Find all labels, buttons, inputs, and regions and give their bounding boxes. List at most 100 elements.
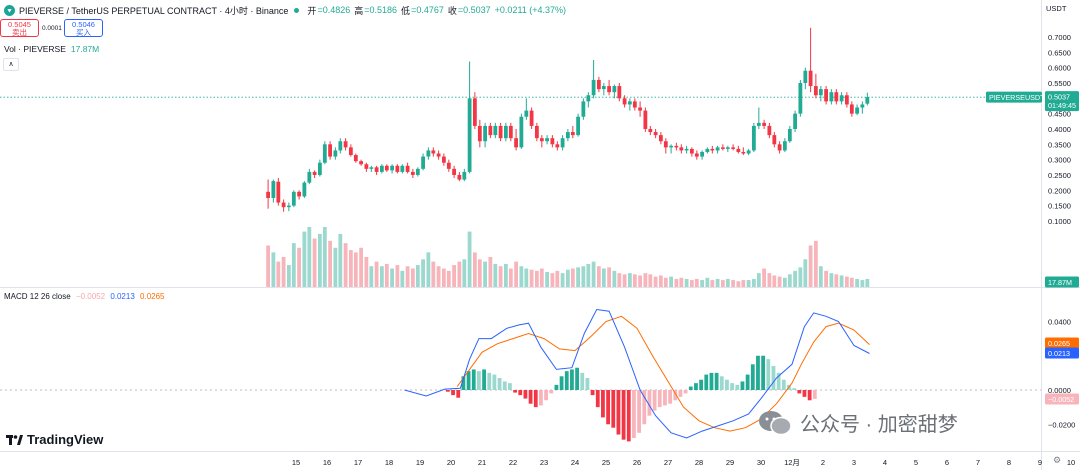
candle-body (710, 148, 715, 151)
volume-legend-value: 17.87M (70, 44, 100, 54)
volume-bar (307, 227, 312, 287)
volume-bar (555, 270, 560, 287)
countdown-tag: 01:49:45 (1048, 101, 1076, 110)
macd-hist-bar (471, 369, 476, 390)
high-value: =0.5186 (364, 5, 398, 15)
candle-body (364, 164, 369, 169)
macd-hist-bar (564, 371, 569, 390)
macd-hist-bar (539, 390, 543, 406)
candle-body (276, 181, 281, 203)
sell-button[interactable]: 0.5045 卖出 (0, 19, 39, 37)
volume-bar (860, 280, 865, 287)
macd-hist-bar (477, 371, 481, 390)
volume-bar (297, 247, 301, 287)
candle-body (452, 168, 456, 175)
currency-label[interactable]: USDT (1046, 4, 1067, 13)
volume-bar (333, 247, 338, 287)
macd-legend-label: MACD 12 26 close (4, 292, 71, 301)
tradingview-logo-text: TradingView (27, 432, 104, 447)
candle-body (607, 86, 611, 93)
collapse-legend-button[interactable]: ∧ (3, 58, 19, 71)
candle-body (839, 95, 844, 102)
macd-hist-bar (652, 390, 657, 411)
candle-body (570, 132, 575, 136)
volume-bar (379, 266, 384, 287)
volume-bar (312, 238, 317, 287)
macd-hist-bar (518, 390, 523, 396)
volume-bar (560, 273, 565, 287)
volume-bar (281, 257, 286, 287)
volume-bar (441, 268, 446, 287)
macd-tick-label: 0.0000 (1048, 386, 1071, 395)
candle-body (700, 151, 704, 157)
volume-bar (302, 231, 307, 287)
buy-button[interactable]: 0.5046 买入 (64, 19, 103, 37)
candle-body (705, 148, 710, 152)
candle-body (669, 145, 673, 148)
macd-hist-bar (492, 374, 497, 390)
candle-body (328, 144, 332, 157)
macd-hist-bar (771, 366, 776, 390)
volume-bar (462, 259, 467, 287)
candle-body (798, 82, 803, 114)
candle-body (333, 150, 338, 157)
symbol-tag-bg (986, 91, 1042, 103)
candle-body (689, 148, 694, 154)
candle-body (472, 98, 477, 126)
candle-body (772, 135, 777, 145)
candle-body (653, 132, 658, 136)
volume-bar (844, 276, 849, 287)
volume-bar (431, 261, 436, 287)
time-tick-label: 17 (354, 458, 362, 467)
candle-body (803, 70, 808, 83)
macd-hist-bar (807, 390, 812, 401)
candle-body (410, 171, 415, 175)
volume-bar (663, 277, 668, 287)
macd-hist-bar (570, 369, 574, 390)
volume-bar (638, 275, 642, 287)
volume-bar (472, 252, 477, 287)
time-tick-label: 4 (883, 458, 887, 467)
symbol-title[interactable]: PIEVERSE / TetherUS PERPETUAL CONTRACT ·… (19, 5, 289, 16)
volume-bar (477, 259, 482, 287)
volume-bar (793, 270, 797, 287)
volume-bar (700, 280, 704, 287)
macd-hist-bar (637, 390, 642, 433)
candle-body (519, 116, 524, 148)
volume-bar (607, 267, 611, 287)
candle-body (824, 89, 828, 102)
volume-bar (612, 270, 617, 287)
buy-label: 买入 (76, 28, 91, 37)
settings-gear-icon[interactable]: ⚙ (1053, 455, 1062, 465)
volume-bar (359, 247, 363, 287)
candle-body (431, 150, 436, 154)
macd-hist-bar (595, 390, 600, 408)
tradingview-logo[interactable]: TradingView (6, 432, 103, 447)
time-tick-label: 12月 (784, 458, 800, 467)
candle-body (674, 145, 679, 148)
price-tick-label: 0.6500 (1048, 48, 1071, 57)
volume-bar (669, 276, 673, 287)
candle-body (663, 141, 668, 148)
volume-bar (705, 277, 710, 287)
volume-bar (514, 261, 518, 287)
volume-bar (276, 261, 281, 287)
candle-body (684, 148, 689, 151)
macd-hist-bar (730, 383, 735, 390)
volume-legend[interactable]: Vol · PIEVERSE 17.87M (4, 44, 99, 54)
macd-hist-bar (688, 386, 693, 390)
macd-hist-bar (756, 355, 760, 390)
macd-hist-bar (632, 390, 636, 438)
macd-hist-bar (451, 390, 455, 396)
macd-hist-bar (513, 390, 517, 393)
time-tick-label: 7 (976, 458, 980, 467)
candle-body (762, 122, 766, 126)
macd-tag-bg (1045, 347, 1079, 359)
macd-legend[interactable]: MACD 12 26 close −0.0052 0.0213 0.0265 (4, 292, 167, 301)
candle-body (560, 138, 565, 148)
volume-bar (508, 268, 513, 287)
candle-body (643, 110, 648, 129)
volume-bar (550, 273, 555, 287)
